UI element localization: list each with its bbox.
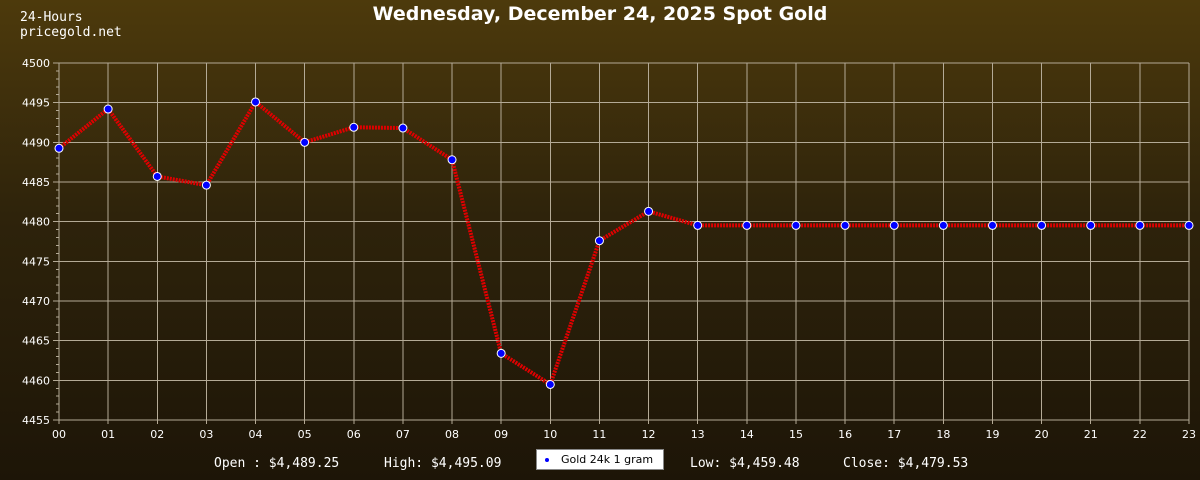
x-tick-label: 05 — [298, 428, 312, 441]
data-point — [496, 348, 506, 358]
data-point — [987, 220, 997, 230]
x-tick-label: 11 — [592, 428, 606, 441]
x-tick-label: 20 — [1035, 428, 1049, 441]
x-tick-label: 00 — [52, 428, 66, 441]
data-point — [349, 122, 359, 132]
y-tick-label: 4455 — [22, 414, 50, 427]
x-tick-label: 15 — [789, 428, 803, 441]
y-tick-label: 4500 — [22, 57, 50, 70]
x-tick-label: 19 — [985, 428, 999, 441]
legend-marker-icon — [545, 457, 549, 462]
site-label: pricegold.net — [20, 25, 122, 40]
x-tick-label: 02 — [150, 428, 164, 441]
data-point — [938, 220, 948, 230]
y-tick-label: 4485 — [22, 176, 50, 189]
data-point — [201, 180, 211, 190]
axis-layer: 00 01 02 03 04 05 06 07 08 09 10 11 12 13 14 15 16 17 18 19… — [22, 57, 1196, 441]
data-point — [251, 97, 261, 107]
chart-title: Wednesday, December 24, 2025 Spot Gold — [372, 3, 828, 25]
data-point — [447, 155, 457, 165]
x-tick-label: 22 — [1133, 428, 1147, 441]
data-point — [54, 143, 64, 153]
data-point — [791, 220, 801, 230]
x-tick-label: 14 — [740, 428, 754, 441]
x-tick-label: 17 — [887, 428, 901, 441]
data-point — [398, 123, 408, 133]
y-tick-label: 4465 — [22, 335, 50, 348]
data-point — [545, 379, 555, 389]
data-point — [1086, 220, 1096, 230]
chart-legend: Gold 24k 1 gram — [536, 449, 664, 470]
data-point — [1135, 220, 1145, 230]
grid-layer — [58, 62, 1190, 421]
y-tick-label: 4470 — [22, 295, 50, 308]
x-tick-label: 07 — [396, 428, 410, 441]
y-tick-label: 4460 — [22, 374, 50, 387]
x-tick-label: 10 — [543, 428, 557, 441]
period-label: 24-Hours — [20, 10, 83, 25]
high-stat: High: $4,495.09 — [384, 456, 502, 471]
y-tick-label: 4475 — [22, 255, 50, 268]
series-layer — [54, 97, 1194, 389]
x-tick-label: 18 — [936, 428, 950, 441]
x-tick-label: 08 — [445, 428, 459, 441]
x-tick-label: 21 — [1084, 428, 1098, 441]
x-tick-label: 04 — [249, 428, 263, 441]
data-point — [103, 104, 113, 114]
x-tick-label: 23 — [1182, 428, 1196, 441]
data-point — [840, 220, 850, 230]
data-point — [742, 220, 752, 230]
x-tick-label: 01 — [101, 428, 115, 441]
data-point — [152, 171, 162, 181]
data-point — [1037, 220, 1047, 230]
series-line — [57, 99, 1189, 387]
chart-header-info: 24-Hours pricegold.net — [20, 10, 122, 40]
x-tick-label: 16 — [838, 428, 852, 441]
data-point — [693, 220, 703, 230]
y-tick-label: 4480 — [22, 216, 50, 229]
y-tick-label: 4495 — [22, 97, 50, 110]
data-point — [889, 220, 899, 230]
x-tick-label: 13 — [691, 428, 705, 441]
x-tick-label: 09 — [494, 428, 508, 441]
data-point — [594, 236, 604, 246]
x-tick-label: 06 — [347, 428, 361, 441]
x-tick-label: 03 — [199, 428, 213, 441]
x-tick-label: 12 — [642, 428, 656, 441]
data-point — [1184, 220, 1194, 230]
y-tick-label: 4490 — [22, 136, 50, 149]
open-stat: Open : $4,489.25 — [214, 456, 340, 471]
legend-series-label: Gold 24k 1 gram — [561, 453, 654, 466]
close-stat: Close: $4,479.53 — [843, 456, 969, 471]
low-stat: Low: $4,459.48 — [690, 456, 800, 471]
data-point — [644, 206, 654, 216]
data-point — [300, 137, 310, 147]
